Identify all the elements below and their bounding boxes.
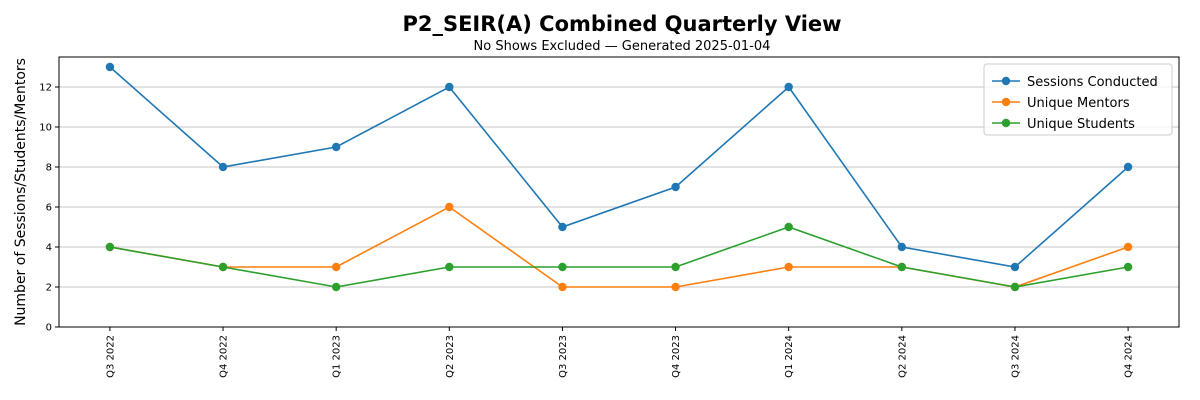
data-point <box>1123 262 1133 272</box>
x-tick-label: Q2 2024 <box>897 335 908 378</box>
data-point <box>671 282 680 292</box>
legend-marker <box>1001 76 1011 86</box>
data-point <box>218 162 228 172</box>
data-point <box>558 282 567 292</box>
data-point <box>784 82 793 92</box>
plot-frame <box>58 56 1180 328</box>
data-point <box>671 262 680 272</box>
data-point <box>1010 282 1020 292</box>
chart-subtitle: No Shows Excluded — Generated 2025-01-04 <box>474 39 771 54</box>
data-point <box>331 282 341 292</box>
data-point <box>671 182 680 192</box>
data-point <box>105 62 115 72</box>
y-tick-label: 6 <box>46 203 52 214</box>
series-line <box>109 66 1129 268</box>
chart-title: P2_SEIR(A) Combined Quarterly View <box>402 12 841 36</box>
legend-marker <box>1001 97 1011 107</box>
x-tick-label: Q2 2023 <box>445 335 456 378</box>
y-axis-label: Number of Sessions/Students/Mentors <box>13 58 29 326</box>
data-point <box>784 262 793 272</box>
x-tick-label: Q4 2024 <box>1124 335 1135 378</box>
legend-label: Unique Students <box>1027 117 1135 132</box>
x-tick-label: Q3 2022 <box>105 335 116 378</box>
data-point <box>445 202 454 212</box>
y-tick-label: 8 <box>46 163 52 174</box>
x-tick-label: Q1 2024 <box>784 335 795 378</box>
x-tick-label: Q3 2023 <box>558 335 569 378</box>
y-tick-label: 10 <box>39 123 52 134</box>
legend-marker <box>1001 118 1011 128</box>
data-point <box>218 262 228 272</box>
data-point <box>331 142 341 152</box>
data-point <box>445 82 454 92</box>
x-tick-label: Q4 2022 <box>219 335 230 378</box>
y-tick-label: 0 <box>46 323 52 334</box>
data-point <box>1010 262 1020 272</box>
x-tick-label: Q4 2023 <box>671 335 682 378</box>
data-point <box>784 222 793 232</box>
data-point <box>897 262 907 272</box>
data-point <box>558 262 567 272</box>
data-point <box>558 222 567 232</box>
y-tick-label: 2 <box>46 283 52 294</box>
data-point <box>331 262 341 272</box>
data-point <box>897 242 907 252</box>
series-line <box>109 226 1129 288</box>
data-point <box>445 262 454 272</box>
y-tick-label: 12 <box>39 83 52 94</box>
data-point <box>1123 242 1133 252</box>
data-point <box>105 242 115 252</box>
legend-box <box>983 63 1173 136</box>
legend-label: Unique Mentors <box>1027 96 1130 111</box>
x-tick-label: Q1 2023 <box>332 335 343 378</box>
y-tick-label: 4 <box>46 243 52 254</box>
x-tick-label: Q3 2024 <box>1010 335 1021 378</box>
data-point <box>1123 162 1133 172</box>
legend-label: Sessions Conducted <box>1027 75 1158 90</box>
